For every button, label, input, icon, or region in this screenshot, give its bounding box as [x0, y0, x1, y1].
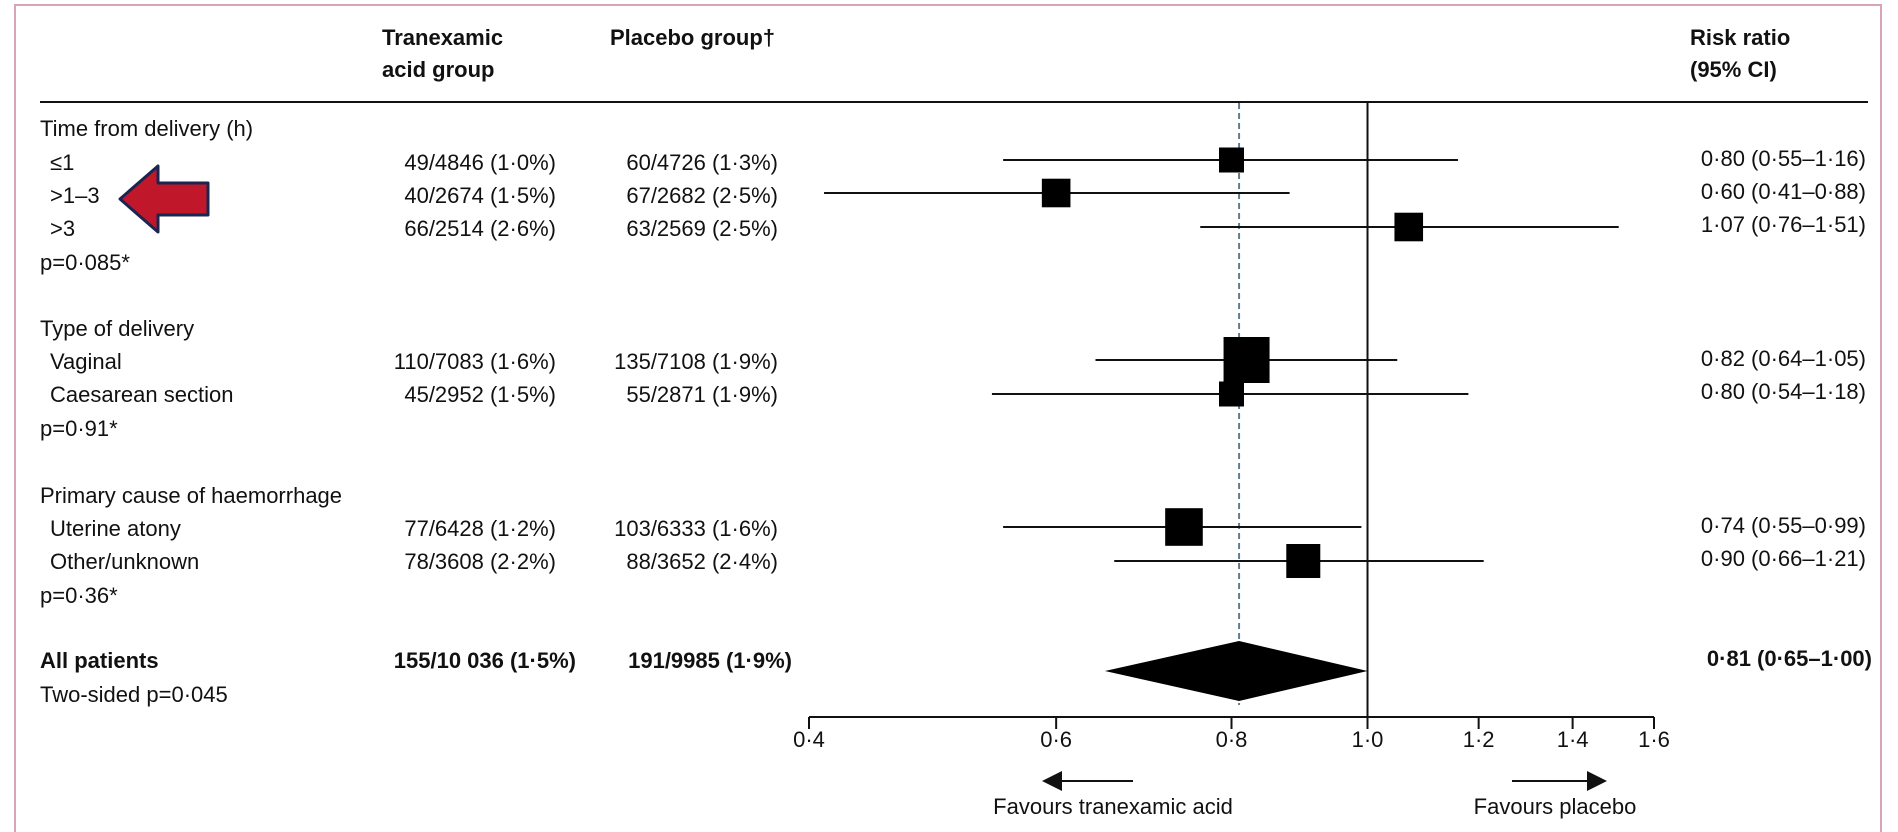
row-label: Vaginal	[50, 349, 122, 374]
row-label: Uterine atony	[50, 516, 181, 541]
estimate-square	[1286, 544, 1321, 578]
estimate-square	[1223, 337, 1270, 383]
row-rr: 0·74 (0·55–0·99)	[1700, 513, 1866, 538]
row-placebo: 63/2569 (2·5%)	[626, 216, 778, 241]
group-title-time: Time from delivery (h)	[40, 116, 254, 141]
group-p-value: p=0·36*	[40, 583, 118, 608]
figure-frame	[14, 4, 1882, 832]
group-title-cause: Primary cause of haemorrhage	[40, 483, 343, 508]
row-txa: 66/2514 (2·6%)	[404, 216, 556, 241]
row-txa: 40/2674 (1·5%)	[404, 183, 556, 208]
row-placebo: 88/3652 (2·4%)	[626, 549, 778, 574]
row-rr: 0·80 (0·55–1·16)	[1700, 146, 1866, 171]
row-placebo: 135/7108 (1·9%)	[614, 349, 778, 374]
header-rule	[40, 101, 1868, 103]
x-tick-label: 0·4	[793, 727, 825, 752]
overall-p-value: Two-sided p=0·045	[40, 682, 228, 707]
x-tick-label: 0·8	[1216, 727, 1248, 752]
overall-rr: 0·81 (0·65–1·00)	[1706, 646, 1872, 671]
header-tranexamic: Tranexamic acid group	[382, 25, 504, 82]
row-rr: 0·90 (0·66–1·21)	[1700, 546, 1866, 571]
row-placebo: 103/6333 (1·6%)	[614, 516, 778, 541]
x-tick-label: 1·4	[1557, 727, 1589, 752]
favours-right-arrowhead	[1587, 771, 1607, 791]
overall-label: All patients	[40, 648, 159, 673]
x-tick-label: 0·6	[1040, 727, 1072, 752]
row-rr: 0·82 (0·64–1·05)	[1700, 346, 1866, 371]
row-placebo: 67/2682 (2·5%)	[626, 183, 778, 208]
row-label: Caesarean section	[50, 382, 234, 407]
overall-txa: 155/10 036 (1·5%)	[393, 648, 576, 673]
estimate-square	[1394, 212, 1424, 242]
estimate-square	[1219, 147, 1244, 173]
row-txa: 77/6428 (1·2%)	[404, 516, 556, 541]
row-label: >1–3	[50, 183, 100, 208]
row-txa: 45/2952 (1·5%)	[404, 382, 556, 407]
row-txa: 49/4846 (1·0%)	[404, 150, 556, 175]
estimate-square	[1041, 178, 1071, 208]
row-label: ≤1	[50, 150, 75, 175]
row-rr: 0·80 (0·54–1·18)	[1700, 379, 1866, 404]
row-rr: 1·07 (0·76–1·51)	[1700, 212, 1866, 237]
group-p-value: p=0·085*	[40, 250, 130, 275]
x-tick-label: 1·6	[1638, 727, 1670, 752]
header-risk-ratio: Risk ratio (95% CI)	[1690, 25, 1791, 82]
favours-placebo-label: Favours placebo	[1474, 794, 1637, 819]
group-p-value: p=0·91*	[40, 416, 118, 441]
row-placebo: 60/4726 (1·3%)	[626, 150, 778, 175]
row-label: Other/unknown	[50, 549, 200, 574]
overall-placebo: 191/9985 (1·9%)	[628, 648, 792, 673]
left-arrow-icon	[118, 164, 210, 234]
favours-left-arrowhead	[1042, 771, 1062, 791]
favours-tranexamic-label: Favours tranexamic acid	[993, 794, 1233, 819]
x-tick-label: 1·2	[1463, 727, 1495, 752]
row-placebo: 55/2871 (1·9%)	[626, 382, 778, 407]
x-tick-label: 1·0	[1352, 727, 1384, 752]
row-rr: 0·60 (0·41–0·88)	[1700, 179, 1866, 204]
header-placebo: Placebo group†	[610, 25, 776, 50]
row-txa: 110/7083 (1·6%)	[393, 349, 556, 374]
row-label: >3	[50, 216, 76, 241]
estimate-square	[1219, 381, 1244, 407]
row-txa: 78/3608 (2·2%)	[404, 549, 556, 574]
group-title-delivery: Type of delivery	[40, 316, 195, 341]
estimate-square	[1165, 508, 1203, 546]
overall-diamond	[1104, 641, 1368, 701]
